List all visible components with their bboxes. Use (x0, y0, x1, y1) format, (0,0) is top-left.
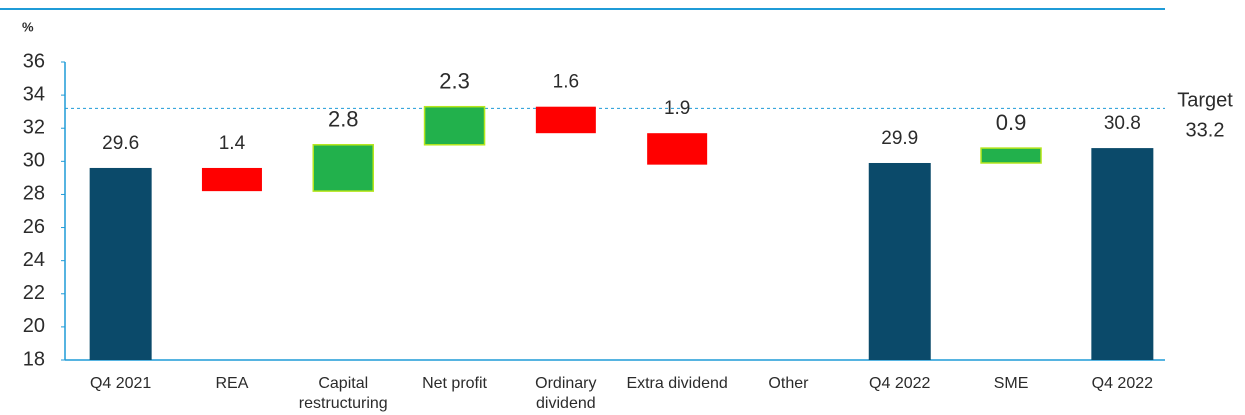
y-tick-label: 22 (23, 282, 45, 304)
data-label: 1.9 (664, 98, 690, 119)
data-label: 29.9 (881, 128, 918, 149)
x-tick-label: Q4 2022 (1091, 375, 1154, 392)
y-axis-label: % (22, 19, 34, 34)
y-tick-label: 18 (23, 348, 45, 370)
x-tick-label: Net profit (422, 375, 487, 392)
y-tick-label: 26 (23, 216, 45, 238)
y-tick-label: 32 (23, 117, 45, 139)
y-tick-label: 20 (23, 315, 45, 337)
bar (868, 162, 931, 360)
y-tick-label: 36 (23, 50, 45, 72)
bar (423, 105, 486, 146)
y-tick-label: 34 (23, 83, 45, 105)
data-label: 30.8 (1104, 113, 1141, 134)
bar (1091, 148, 1154, 360)
x-tick-label: Other (768, 375, 809, 392)
y-tick-label: 28 (23, 183, 45, 205)
x-tick-label: Ordinary dividend (535, 375, 597, 412)
data-label: 2.8 (328, 107, 359, 132)
bar (535, 106, 596, 134)
data-label: 0.9 (996, 110, 1027, 135)
x-tick-label: SME (993, 375, 1029, 392)
data-label: 1.6 (553, 72, 579, 93)
bar (89, 167, 152, 360)
data-label: 2.3 (439, 69, 470, 94)
y-tick-label: 24 (23, 249, 45, 271)
target-label: Target (1177, 89, 1233, 111)
x-tick-label: Q4 2022 (869, 375, 931, 392)
x-tick-label: Q4 2021 (89, 375, 152, 392)
x-tick-label: Extra dividend (626, 375, 728, 392)
data-label: 1.4 (219, 133, 246, 154)
y-tick-label: 30 (23, 150, 45, 172)
bar (312, 144, 374, 192)
x-tick-label: Capital restructuring (298, 375, 388, 412)
bar (980, 147, 1042, 164)
data-label: 29.6 (102, 133, 139, 154)
x-tick-label: REA (215, 375, 249, 392)
target-value: 33.2 (1186, 119, 1225, 141)
bar (201, 167, 262, 192)
bar (647, 133, 708, 165)
